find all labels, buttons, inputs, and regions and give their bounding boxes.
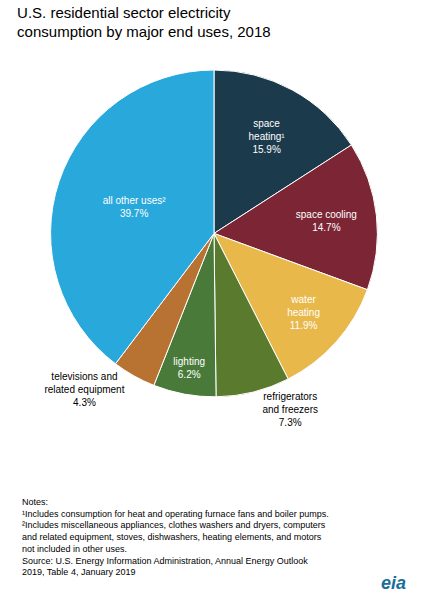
- svg-text:waterheating11.9%: waterheating11.9%: [287, 294, 320, 331]
- svg-text:lighting6.2%: lighting6.2%: [173, 356, 205, 380]
- svg-text:Notes:¹Includes consumption fo: Notes:¹Includes consumption for heat and…: [22, 497, 329, 577]
- svg-text:televisions andrelated equipme: televisions andrelated equipment4.3%: [44, 371, 124, 408]
- svg-text:U.S. residential sector electr: U.S. residential sector electricityconsu…: [17, 4, 270, 41]
- svg-text:refrigeratorsand freezers7.3%: refrigeratorsand freezers7.3%: [262, 391, 318, 428]
- svg-text:spaceheating¹15.9%: spaceheating¹15.9%: [249, 118, 286, 155]
- svg-text:eia: eia: [381, 573, 406, 593]
- svg-text:all other uses²39.7%: all other uses²39.7%: [103, 195, 166, 219]
- svg-text:space cooling14.7%: space cooling14.7%: [296, 209, 357, 233]
